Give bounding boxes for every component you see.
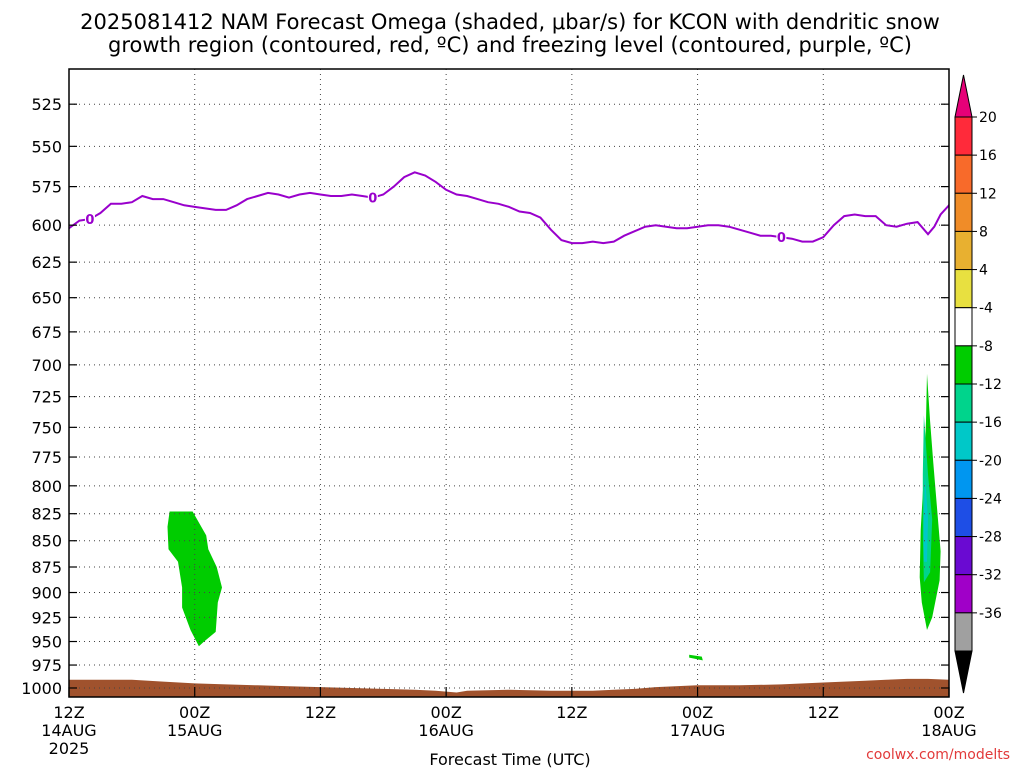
y-tick-label: 750 xyxy=(31,418,62,437)
freezing-level-label-bg xyxy=(367,189,378,206)
x-tick-label: 00Z xyxy=(933,703,964,722)
x-axis-label: Forecast Time (UTC) xyxy=(429,750,590,768)
colorbar-bin xyxy=(954,459,973,499)
colorbar-bin xyxy=(954,154,973,194)
chart-title-line-1: 2025081412 NAM Forecast Omega (shaded, μ… xyxy=(80,10,940,34)
plot-area: 0 0 0 xyxy=(68,68,950,698)
colorbar-bin xyxy=(954,574,973,614)
x-tick-label: 12Z xyxy=(53,703,84,722)
freezing-level-label: 0 xyxy=(777,231,786,246)
freezing-level-label-bg xyxy=(776,229,787,246)
x-tick-label: 15AUG xyxy=(167,721,222,740)
x-tick-label: 12Z xyxy=(556,703,587,722)
colorbar: 20 16 12 8 4 -4 -8 -12 -16 -20 -24 -28 -32 -36 xyxy=(954,74,1002,694)
omega-region-2 xyxy=(689,654,703,661)
y-tick-label: 900 xyxy=(31,584,62,603)
freezing-level-label: 0 xyxy=(368,192,377,207)
colorbar-bin xyxy=(954,192,973,232)
colorbar-bin xyxy=(954,421,973,461)
x-tick-label: 00Z xyxy=(430,703,461,722)
colorbar-label: 16 xyxy=(979,148,997,164)
x-tick-label: 17AUG xyxy=(670,721,725,740)
freezing-level-line xyxy=(69,171,949,245)
y-tick-label: 925 xyxy=(31,608,62,627)
colorbar-label: -4 xyxy=(979,301,993,317)
colorbar-bin xyxy=(954,536,973,576)
terrain-area xyxy=(69,678,949,697)
plot-frame xyxy=(68,68,950,698)
colorbar-label: 4 xyxy=(979,263,988,279)
x-tick-label: 00Z xyxy=(682,703,713,722)
colorbar-bin xyxy=(954,307,973,347)
colorbar-bin xyxy=(954,230,973,271)
colorbar-label: 8 xyxy=(979,224,988,240)
colorbar-label: -16 xyxy=(979,415,1002,431)
omega-region-5 xyxy=(923,474,928,562)
x-tick-label: 2025 xyxy=(49,739,90,758)
y-axis: 525 550 575 600 625 650 675 700 725 750 775 800 825 8… xyxy=(21,95,949,698)
colorbar-label: -28 xyxy=(979,530,1002,546)
colorbar-bin xyxy=(954,497,973,538)
y-tick-label: 600 xyxy=(31,216,62,235)
freezing-level-label: 0 xyxy=(85,213,94,228)
colorbar-bin xyxy=(954,116,973,156)
colorbar-label: -12 xyxy=(979,377,1002,393)
freezing-level-label-bg xyxy=(84,211,95,228)
y-tick-label: 550 xyxy=(31,137,62,156)
colorbar-label: 12 xyxy=(979,186,997,202)
omega-region-1 xyxy=(167,511,222,647)
y-tick-label: 775 xyxy=(31,448,62,467)
colorbar-label: -20 xyxy=(979,453,1002,469)
colorbar-bottom-arrow xyxy=(954,650,973,694)
colorbar-label: -8 xyxy=(979,339,993,355)
y-tick-label: 850 xyxy=(31,532,62,551)
y-tick-label: 625 xyxy=(31,253,62,272)
y-tick-label: 950 xyxy=(31,633,62,652)
chart-title-line-2: growth region (contoured, red, ºC) and f… xyxy=(108,33,912,57)
y-tick-label: 725 xyxy=(31,388,62,407)
colorbar-label: -24 xyxy=(979,491,1002,507)
x-tick-label: 16AUG xyxy=(418,721,473,740)
colorbar-bin xyxy=(954,345,973,385)
x-tick-label: 18AUG xyxy=(921,721,976,740)
y-tick-label: 650 xyxy=(31,289,62,308)
colorbar-label: -32 xyxy=(979,568,1002,584)
y-tick-label: 700 xyxy=(31,356,62,375)
colorbar-bin xyxy=(954,383,973,423)
x-tick-label: 12Z xyxy=(808,703,839,722)
x-tick-label: 12Z xyxy=(305,703,336,722)
y-tick-label: 675 xyxy=(31,323,62,342)
colorbar-label: 20 xyxy=(979,110,997,126)
y-tick-label: 1000 xyxy=(21,679,62,698)
colorbar-bin xyxy=(954,269,973,309)
colorbar-label: -36 xyxy=(979,606,1002,622)
y-tick-label: 825 xyxy=(31,505,62,524)
grid xyxy=(69,69,949,697)
colorbar-top-arrow xyxy=(954,74,973,118)
y-tick-label: 800 xyxy=(31,477,62,496)
x-tick-label: 14AUG xyxy=(41,721,96,740)
y-tick-label: 875 xyxy=(31,558,62,577)
credit-text: coolwx.com/modelts xyxy=(866,747,1010,763)
y-tick-label: 525 xyxy=(31,95,62,114)
y-tick-label: 975 xyxy=(31,656,62,675)
colorbar-bin xyxy=(954,612,973,652)
y-tick-label: 575 xyxy=(31,178,62,197)
x-tick-label: 00Z xyxy=(179,703,210,722)
